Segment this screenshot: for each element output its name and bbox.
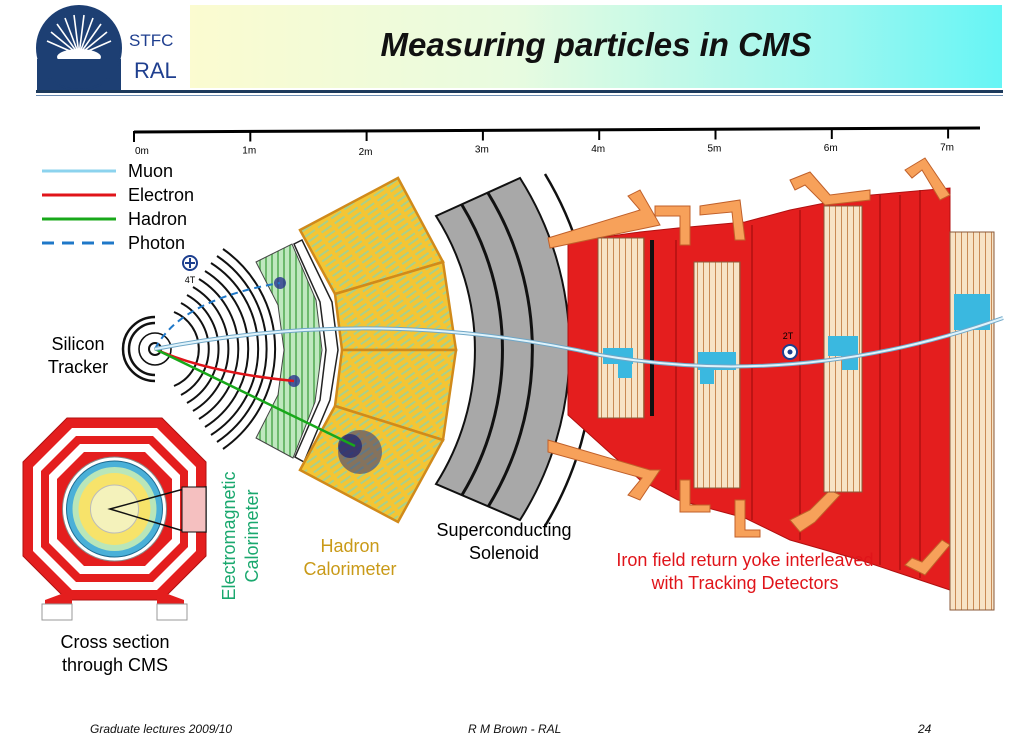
scale-tick-label: 1m bbox=[242, 146, 256, 157]
scale-tick-label: 7m bbox=[940, 143, 954, 154]
solenoid-line2: Solenoid bbox=[468, 543, 540, 563]
logo-ral-text: RAL bbox=[134, 58, 177, 83]
hcal-label: Hadron Calorimeter bbox=[285, 535, 415, 581]
hcal-wedge bbox=[298, 176, 458, 524]
legend-label-hadron: Hadron bbox=[128, 209, 187, 229]
iron-yoke: 2T bbox=[547, 157, 995, 611]
hcal-line2: Calorimeter bbox=[303, 559, 397, 579]
logo-stfc-text: STFC bbox=[129, 31, 174, 50]
page-title: Measuring particles in CMS bbox=[380, 26, 812, 63]
scale-tick-label: 3m bbox=[475, 145, 489, 156]
scale-tick-label: 4m bbox=[591, 144, 605, 155]
ecal-line2: Calorimeter bbox=[242, 489, 262, 583]
header-band bbox=[190, 5, 1002, 88]
ecal-label: Electromagnetic Calorimeter bbox=[218, 431, 264, 641]
cms-cross-section bbox=[22, 417, 207, 621]
solenoid-line1: Superconducting bbox=[436, 520, 572, 540]
solenoid-label: Superconducting Solenoid bbox=[420, 519, 588, 565]
scale-tick-label: 6m bbox=[824, 143, 838, 154]
field-2t-marker: 2T bbox=[782, 331, 798, 360]
yoke-line1: Iron field return yoke interleaved bbox=[616, 550, 874, 570]
legend-label-photon: Photon bbox=[128, 233, 185, 253]
particle-tracks bbox=[154, 282, 1004, 448]
distance-scale: 0m 1m 2m 3m 4m 5m 6m 7m bbox=[133, 126, 981, 158]
scale-tick-label: 0m bbox=[135, 146, 149, 157]
header-rule bbox=[36, 90, 1003, 93]
footer-page-number: 24 bbox=[918, 722, 932, 736]
header-rule-thin bbox=[36, 95, 1003, 96]
legend-label-muon: Muon bbox=[128, 161, 173, 181]
silicon-tracker-line2: Tracker bbox=[47, 357, 109, 377]
field-4t-label: 4T bbox=[185, 275, 196, 285]
ecal-wedge bbox=[255, 238, 339, 464]
silicon-tracker-label: Silicon Tracker bbox=[30, 333, 126, 379]
silicon-tracker bbox=[121, 248, 277, 450]
cross-section-line1: Cross section bbox=[60, 632, 170, 652]
track-legend: Muon Electron Hadron Photon bbox=[42, 161, 194, 253]
footer-center: R M Brown - RAL bbox=[468, 722, 562, 736]
legend-label-electron: Electron bbox=[128, 185, 194, 205]
yoke-label: Iron field return yoke interleaved with … bbox=[585, 549, 905, 595]
scale-tick-label: 5m bbox=[708, 144, 722, 155]
cross-section-label: Cross section through CMS bbox=[40, 631, 190, 677]
yoke-line2: with Tracking Detectors bbox=[651, 573, 839, 593]
cross-section-line2: through CMS bbox=[61, 655, 169, 675]
field-2t-label: 2T bbox=[783, 331, 794, 341]
scale-tick-label: 2m bbox=[359, 147, 373, 158]
ecal-line1: Electromagnetic bbox=[219, 471, 239, 601]
footer-left: Graduate lectures 2009/10 bbox=[90, 722, 233, 736]
field-4t-marker: 4T bbox=[182, 255, 198, 285]
hcal-line1: Hadron bbox=[320, 536, 380, 556]
solenoid bbox=[434, 173, 596, 527]
silicon-tracker-line1: Silicon bbox=[51, 334, 105, 354]
